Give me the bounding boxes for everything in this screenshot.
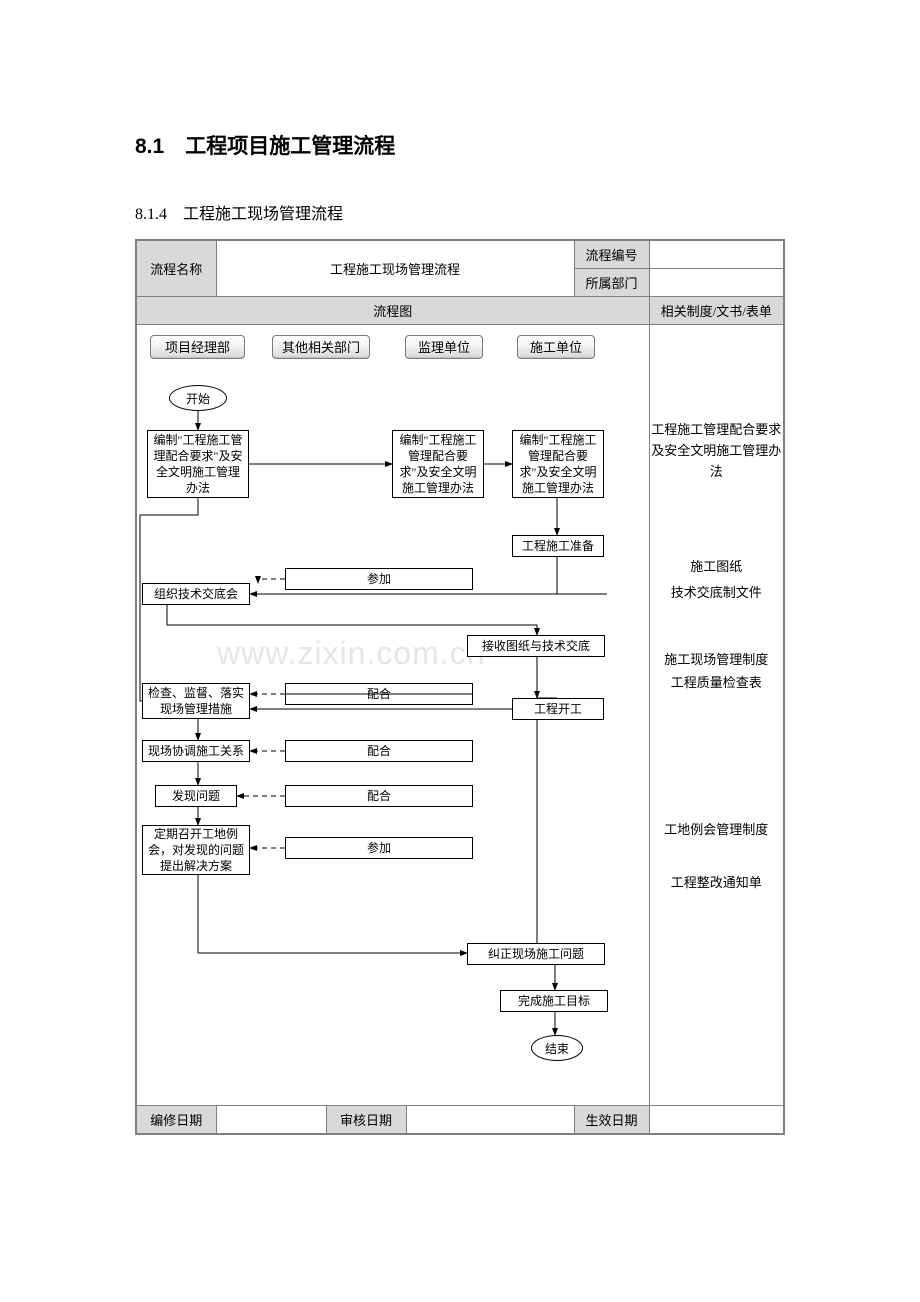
dept-value [649,269,784,297]
node-find-issue: 发现问题 [155,785,237,807]
node-cooperate-3: 配合 [285,785,473,807]
node-attend-1: 参加 [285,568,473,590]
node-prepare: 工程施工准备 [512,535,604,557]
node-attend-2: 参加 [285,837,473,859]
node-inspect: 检查、监督、落实现场管理措施 [142,683,250,719]
node-compile-d: 编制"工程施工管理配合要求"及安全文明施工管理办法 [512,430,604,498]
node-compile-c: 编制"工程施工管理配合要求"及安全文明施工管理办法 [392,430,484,498]
node-receive-drawings: 接收图纸与技术交底 [467,635,605,657]
node-start-work: 工程开工 [512,698,604,720]
node-complete: 完成施工目标 [500,990,608,1012]
watermark: www.zixin.com.cn [217,635,486,672]
node-cooperate-2: 配合 [285,740,473,762]
doc-drawings: 施工图纸 [650,557,784,578]
audit-date-value [406,1106,574,1135]
node-cooperate-1: 配合 [285,683,473,705]
related-docs: 工程施工管理配合要求及安全文明施工管理办法 施工图纸 技术交底制文件 施工现场管… [650,325,784,1105]
section-heading: 8.1 工程项目施工管理流程 [135,130,785,160]
flowchart-canvas: www.zixin.com.cn 项目经理部 其他相关部门 监理单位 施工单位 … [137,325,647,1105]
swimlane-other-dept: 其他相关部门 [272,335,370,359]
edit-date-value [216,1106,326,1135]
node-start: 开始 [169,385,227,411]
proc-no-value [649,240,784,269]
node-coordinate: 现场协调施工关系 [142,740,250,762]
swimlane-construction: 施工单位 [517,335,595,359]
node-site-meeting: 定期召开工地例会，对发现的问题提出解决方案 [142,825,250,875]
label-eff-date: 生效日期 [574,1106,649,1135]
subsection-heading: 8.1.4 工程施工现场管理流程 [135,200,785,224]
doc-rectify-notice: 工程整改通知单 [650,873,784,894]
label-edit-date: 编修日期 [136,1106,216,1135]
node-end: 结束 [531,1035,583,1061]
label-flowchart: 流程图 [136,297,649,325]
label-proc-no: 流程编号 [574,240,649,269]
label-audit-date: 审核日期 [326,1106,406,1135]
label-related: 相关制度/文书/表单 [649,297,784,325]
node-tech-meeting: 组织技术交底会 [142,583,250,605]
node-correct: 纠正现场施工问题 [467,943,605,965]
swimlane-project-manager: 项目经理部 [150,335,245,359]
doc-management-method: 工程施工管理配合要求及安全文明施工管理办法 [650,420,784,482]
doc-quality-sheet: 工程质量检查表 [650,673,784,694]
swimlane-supervisor: 监理单位 [405,335,483,359]
node-compile-a: 编制"工程施工管理配合要求"及安全文明施工管理办法 [147,430,249,498]
doc-meeting-system: 工地例会管理制度 [650,820,784,841]
process-table: 流程名称 工程施工现场管理流程 流程编号 所属部门 流程图 相关制度/文书/表单… [135,239,785,1135]
eff-date-value [649,1106,784,1135]
doc-tech-file: 技术交底制文件 [650,583,784,604]
doc-site-system: 施工现场管理制度 [650,650,784,671]
label-dept: 所属部门 [574,269,649,297]
proc-title: 工程施工现场管理流程 [216,240,574,297]
label-proc-name: 流程名称 [136,240,216,297]
